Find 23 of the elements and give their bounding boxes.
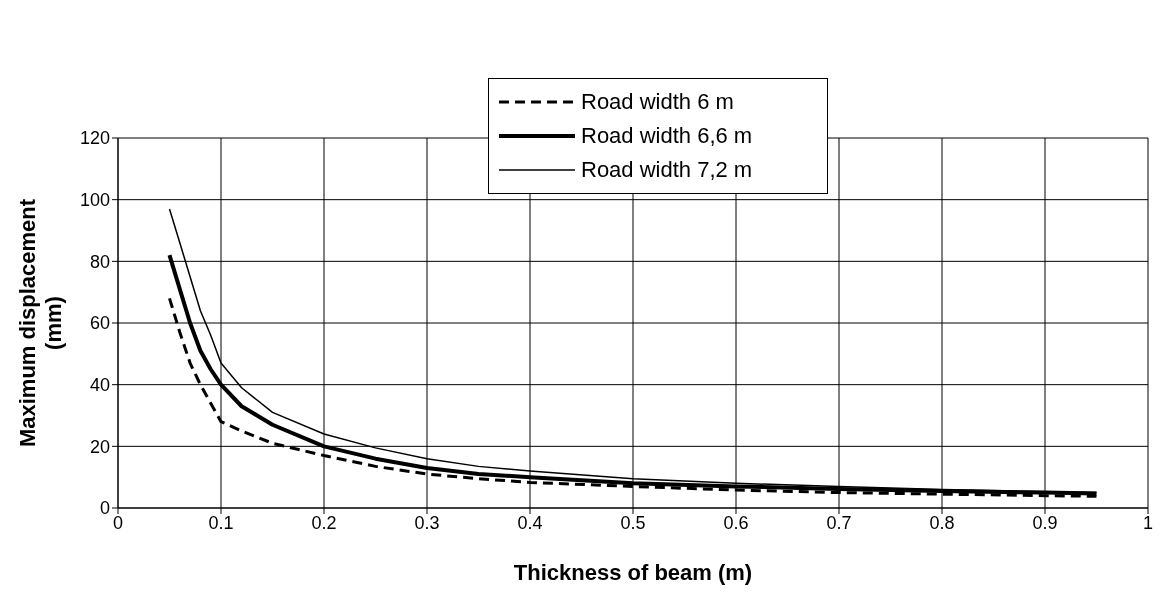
x-tick-label: 0.3: [414, 512, 440, 533]
y-tick-label: 120: [79, 128, 110, 149]
y-tick-label: 20: [89, 436, 110, 457]
x-tick-label: 0.1: [208, 512, 234, 533]
legend-label: Road width 6 m: [581, 89, 734, 115]
y-tick-label: 80: [89, 251, 110, 272]
x-tick-label: 0.6: [723, 512, 749, 533]
legend-label: Road width 6,6 m: [581, 123, 753, 149]
x-tick-label: 0: [112, 512, 124, 533]
x-tick-label: 1: [1142, 512, 1154, 533]
y-tick-label: 60: [89, 313, 110, 334]
legend-label: Road width 7,2 m: [581, 157, 753, 183]
y-tick-label: 40: [89, 375, 110, 396]
x-tick-label: 0.5: [620, 512, 646, 533]
x-tick-label: 0.7: [826, 512, 852, 533]
x-tick-label: 0.2: [311, 512, 337, 533]
y-tick-label: 0: [99, 498, 110, 519]
y-tick-label: 100: [79, 190, 110, 211]
x-axis-title: Thickness of beam (m): [513, 560, 753, 585]
y-axis-title: Maximum displacement (mm): [15, 198, 66, 448]
x-tick-label: 0.9: [1032, 512, 1058, 533]
x-tick-label: 0.8: [929, 512, 955, 533]
x-tick-label: 0.4: [517, 512, 543, 533]
